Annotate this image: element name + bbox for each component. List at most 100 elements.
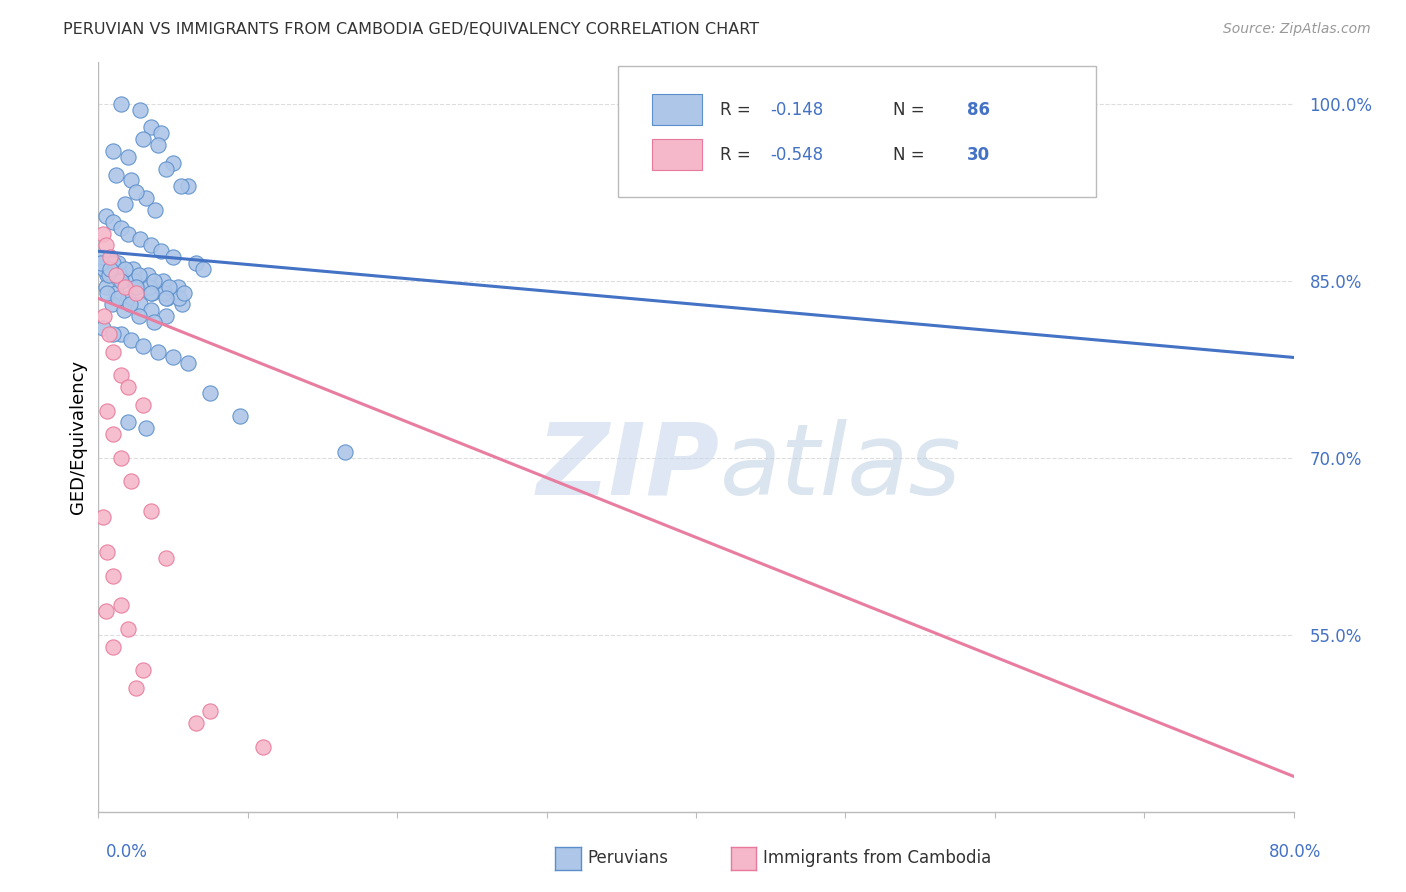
Point xyxy=(139,285,162,300)
Point xyxy=(110,450,132,465)
Point xyxy=(333,445,356,459)
Point xyxy=(117,227,139,241)
Point xyxy=(191,261,214,276)
Point xyxy=(93,309,115,323)
Point xyxy=(90,256,112,270)
Point xyxy=(112,303,135,318)
Point xyxy=(103,215,125,229)
Point xyxy=(98,250,122,264)
Text: R =: R = xyxy=(720,101,756,119)
Point xyxy=(148,138,170,153)
Point xyxy=(129,232,152,246)
Point xyxy=(110,274,132,288)
Point xyxy=(118,297,141,311)
Point xyxy=(200,385,222,400)
Point xyxy=(135,421,157,435)
Point xyxy=(110,326,132,341)
Point xyxy=(169,179,191,194)
Point xyxy=(103,640,125,654)
Point xyxy=(96,545,118,559)
Point xyxy=(125,279,148,293)
Point xyxy=(200,705,222,719)
Point xyxy=(101,297,124,311)
Point xyxy=(152,274,174,288)
Point xyxy=(124,274,146,288)
Text: N =: N = xyxy=(893,101,929,119)
Point xyxy=(125,681,148,695)
Point xyxy=(142,274,165,288)
Point xyxy=(98,261,122,276)
FancyBboxPatch shape xyxy=(619,66,1097,197)
Text: ZIP: ZIP xyxy=(537,418,720,516)
Point xyxy=(155,161,177,176)
Text: 80.0%: 80.0% xyxy=(1270,843,1322,861)
Text: 86: 86 xyxy=(967,101,990,119)
Point xyxy=(162,155,184,169)
Point xyxy=(157,279,180,293)
Point xyxy=(91,227,114,241)
Point xyxy=(105,168,128,182)
Text: -0.148: -0.148 xyxy=(770,101,824,119)
Point xyxy=(143,202,166,217)
Point xyxy=(103,427,125,442)
Text: atlas: atlas xyxy=(720,418,962,516)
Text: Peruvians: Peruvians xyxy=(588,849,669,867)
Text: R =: R = xyxy=(720,145,756,163)
Point xyxy=(103,568,125,582)
Point xyxy=(162,250,184,264)
Point xyxy=(129,103,152,117)
Point xyxy=(103,326,125,341)
Y-axis label: GED/Equivalency: GED/Equivalency xyxy=(69,360,87,514)
Point xyxy=(110,96,132,111)
Point xyxy=(138,279,160,293)
Point xyxy=(93,261,115,276)
Point xyxy=(153,285,176,300)
Point xyxy=(150,244,173,259)
Point xyxy=(96,268,118,282)
Point xyxy=(184,256,207,270)
Point xyxy=(105,268,128,282)
Point xyxy=(177,356,200,370)
Point xyxy=(117,292,139,306)
Point xyxy=(132,338,155,352)
Point xyxy=(94,209,117,223)
Point xyxy=(136,268,159,282)
Point xyxy=(117,150,139,164)
Point xyxy=(97,268,120,282)
Point xyxy=(132,398,155,412)
Point xyxy=(107,292,129,306)
Point xyxy=(108,268,131,282)
Point xyxy=(125,285,148,300)
Point xyxy=(110,368,132,383)
Point xyxy=(128,309,150,323)
Point xyxy=(132,132,155,146)
Point xyxy=(94,238,117,252)
Point xyxy=(96,403,118,417)
Bar xyxy=(652,94,702,126)
Text: N =: N = xyxy=(893,145,929,163)
Point xyxy=(172,297,194,311)
Point xyxy=(139,504,162,518)
Point xyxy=(173,285,195,300)
Point xyxy=(94,279,117,293)
Point xyxy=(155,551,177,566)
Point xyxy=(110,599,132,613)
Text: 0.0%: 0.0% xyxy=(105,843,148,861)
Point xyxy=(141,285,163,300)
Point xyxy=(148,344,170,359)
Point xyxy=(114,279,136,293)
Point xyxy=(129,297,152,311)
Point xyxy=(162,351,184,365)
Point xyxy=(125,186,148,200)
Point xyxy=(98,250,122,264)
Point xyxy=(91,321,114,335)
Text: 30: 30 xyxy=(967,145,990,163)
Point xyxy=(229,409,252,424)
Point xyxy=(117,380,139,394)
Point xyxy=(114,261,136,276)
Text: -0.548: -0.548 xyxy=(770,145,823,163)
Point xyxy=(139,238,162,252)
Point xyxy=(103,256,125,270)
Point xyxy=(117,622,139,636)
Point xyxy=(114,197,136,211)
